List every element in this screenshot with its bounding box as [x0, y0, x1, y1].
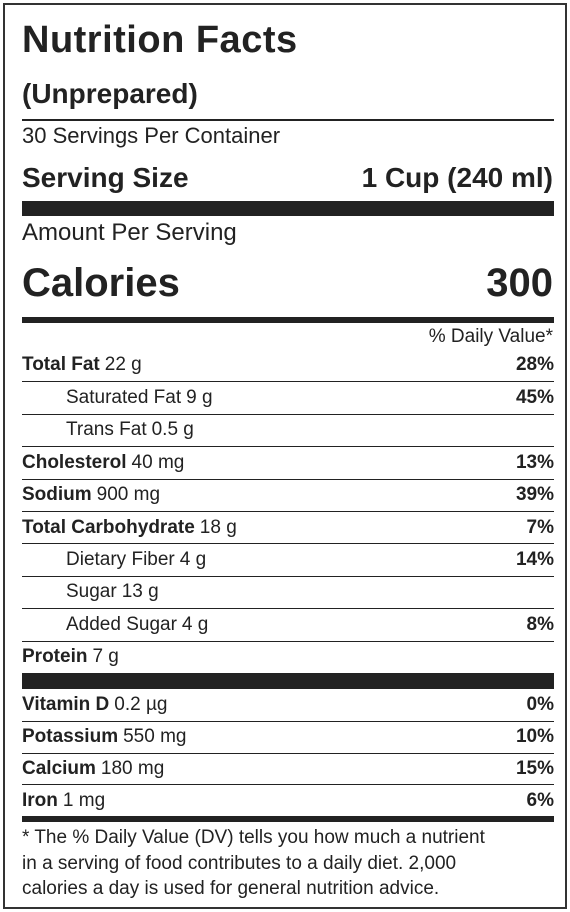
nutrient-name: Trans Fat: [66, 419, 147, 441]
bar: [22, 317, 554, 323]
nutrient-amount: 22 g: [104, 354, 142, 376]
nutrient-name: Potassium: [22, 726, 119, 748]
nutrient-row: Dietary Fiber 4 g 14%: [22, 543, 554, 575]
daily-value: 0%: [526, 693, 554, 715]
daily-value: 39%: [515, 484, 554, 506]
nutrient-row: Iron 1 mg 6%: [22, 784, 554, 816]
footnote-line: calories a day is used for general nutri…: [22, 878, 440, 899]
daily-value: 14%: [515, 549, 554, 571]
nutrient-amount: 13 g: [121, 581, 159, 603]
nutrient-amount: 7 g: [92, 646, 119, 668]
nutrient-amount: 4 g: [179, 549, 207, 571]
nutrient-row: Added Sugar 4 g 8%: [22, 608, 554, 640]
footnote: * The % Daily Value (DV) tells you how m…: [22, 825, 485, 902]
amount-label: Amount Per Serving: [22, 219, 237, 246]
nutrient-amount: 40 mg: [131, 451, 185, 473]
nutrient-row: Cholesterol 40 mg 13%: [22, 446, 554, 478]
serving-size-label: Serving Size: [22, 162, 189, 193]
nutrient-name: Added Sugar: [66, 613, 177, 635]
nutrient-rows: Total Fat 22 g 28% Saturated Fat 9 g 45% Trans…: [22, 349, 554, 673]
footnote-line: in a serving of food contributes to a da…: [22, 852, 457, 874]
nutrient-name: Sodium: [22, 484, 92, 506]
daily-value: 15%: [515, 757, 554, 779]
nutrient-amount: 9 g: [186, 387, 213, 409]
nutrient-name: Total Fat: [22, 354, 100, 376]
nutrient-row: Sodium 900 mg 39%: [22, 478, 554, 511]
bar: [22, 816, 554, 822]
daily-value: 10%: [515, 726, 554, 748]
nutrient-amount: 0.2 µg: [114, 693, 168, 715]
daily-value: 6%: [526, 789, 554, 811]
nutrient-name: Protein: [22, 646, 88, 668]
nutrition-label: Nutrition Facts (Unprepared) 30 Servings…: [3, 3, 567, 909]
nutrient-amount: 4 g: [181, 613, 209, 635]
daily-value: 8%: [526, 613, 554, 635]
nutrient-name: Calcium: [22, 757, 96, 779]
calories-label: Calories: [22, 261, 180, 305]
nutrient-row: Vitamin D 0.2 µg 0%: [22, 689, 554, 721]
nutrient-name: Vitamin D: [22, 693, 110, 715]
thick-bar: [22, 201, 554, 216]
nutrient-amount: 1 mg: [62, 789, 106, 811]
nutrient-name: Total Carbohydrate: [22, 516, 195, 538]
nutrient-row: Sugar 13 g: [22, 575, 554, 608]
daily-value: 13%: [515, 451, 554, 473]
nutrient-amount: 0.5 g: [151, 419, 194, 441]
nutrient-name: Cholesterol: [22, 451, 127, 473]
nutrient-row: Trans Fat 0.5 g: [22, 413, 554, 446]
vitamin-rows: Vitamin D 0.2 µg 0% Potassium 550 mg 10% Calci…: [22, 689, 554, 816]
thick-bar: [22, 673, 554, 689]
nutrient-row: Total Carbohydrate 18 g 7%: [22, 510, 554, 543]
nutrient-name: Sugar: [66, 581, 117, 603]
nutrient-row: Saturated Fat 9 g 45%: [22, 381, 554, 413]
nutrient-amount: 18 g: [199, 516, 237, 538]
subtitle: (Unprepared): [22, 78, 198, 109]
divider: [22, 119, 554, 121]
nutrient-amount: 900 mg: [96, 484, 161, 506]
title: Nutrition Facts: [22, 19, 298, 61]
daily-value: 28%: [515, 354, 554, 376]
nutrient-amount: 180 mg: [100, 757, 165, 779]
servings: 30 Servings Per Container: [22, 123, 281, 148]
nutrient-name: Dietary Fiber: [66, 549, 175, 571]
footnote-line: * The % Daily Value (DV) tells you how m…: [22, 827, 485, 848]
daily-value: 7%: [526, 516, 554, 538]
nutrient-row: Potassium 550 mg 10%: [22, 720, 554, 753]
daily-value: 45%: [515, 387, 554, 409]
nutrient-name: Saturated Fat: [66, 387, 182, 409]
dv-header: % Daily Value*: [428, 326, 553, 347]
serving-size: 1 Cup (240 ml): [361, 162, 553, 193]
nutrient-row: Protein 7 g: [22, 640, 554, 673]
nutrient-row: Total Fat 22 g 28%: [22, 349, 554, 381]
nutrient-row: Calcium 180 mg 15%: [22, 752, 554, 785]
nutrient-amount: 550 mg: [123, 726, 187, 748]
nutrient-name: Iron: [22, 789, 58, 811]
calories-value: 300: [486, 261, 553, 305]
